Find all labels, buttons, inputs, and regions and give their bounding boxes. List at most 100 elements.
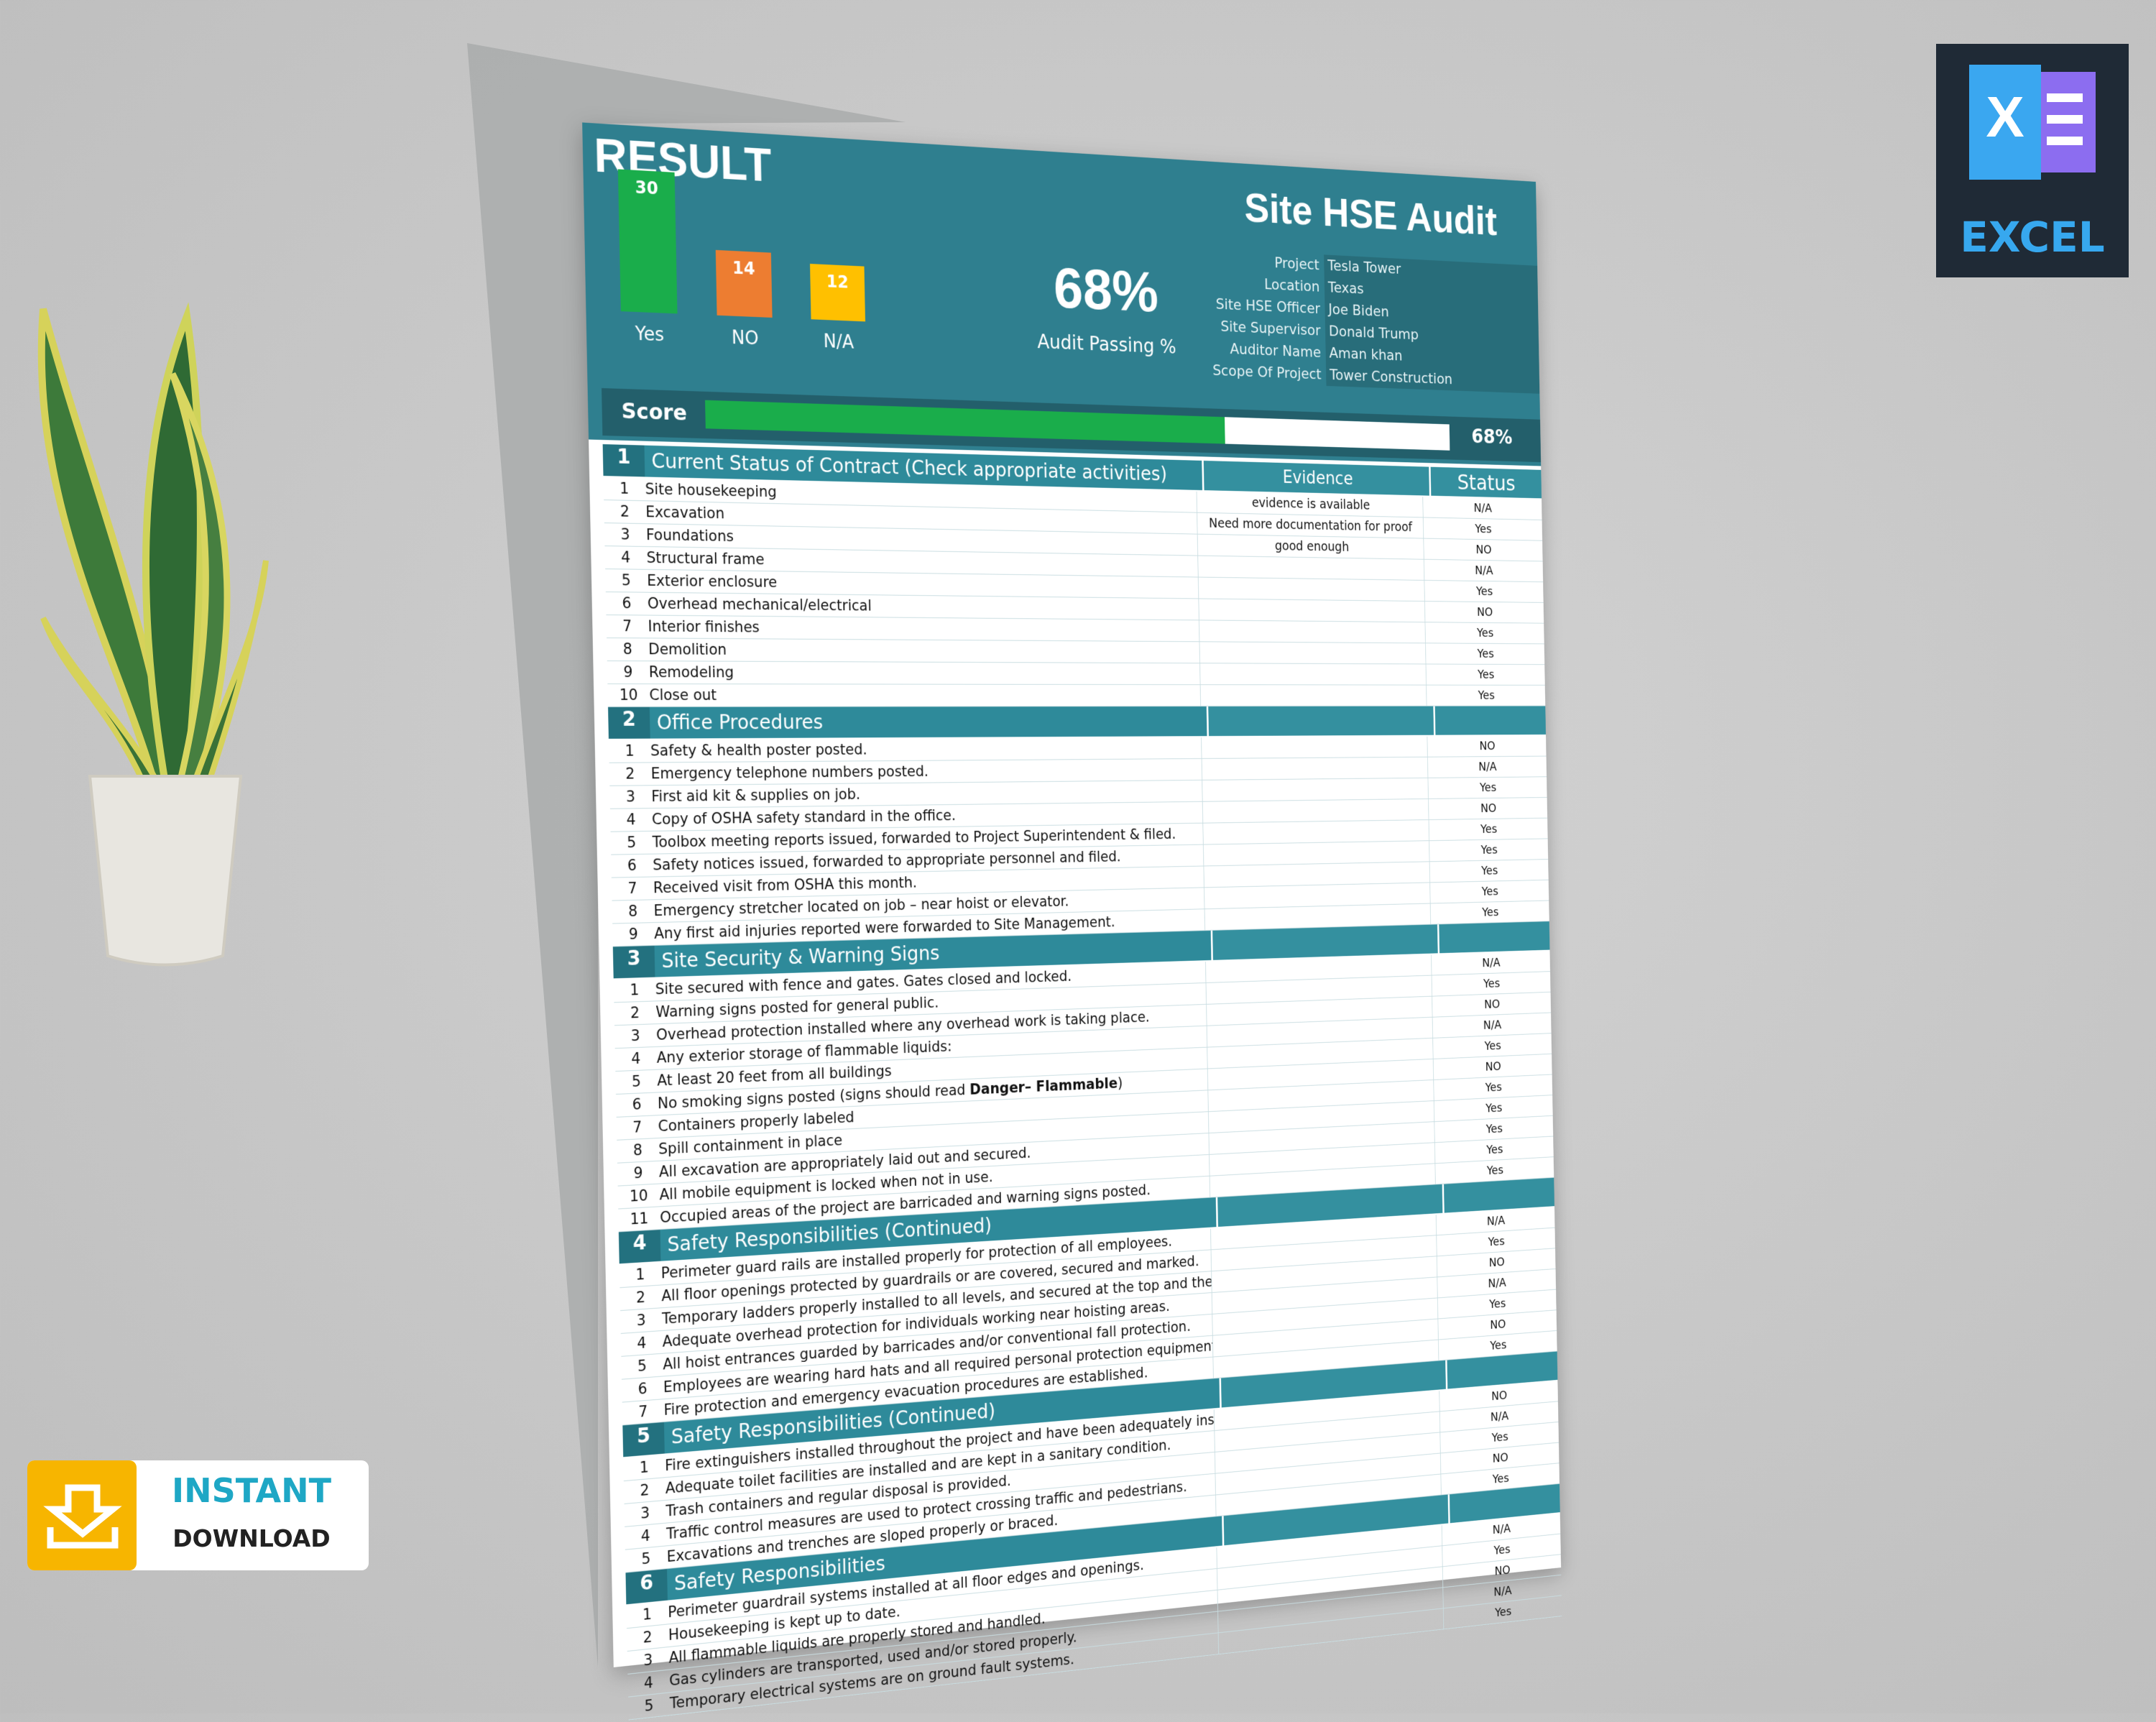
item-number: 4 (643, 1674, 654, 1693)
section-number: 1 (602, 444, 645, 477)
item-number: 8 (622, 640, 633, 658)
item-number: 7 (632, 1118, 642, 1136)
info-value: Tesla Tower (1327, 257, 1401, 278)
info-label: Project (1274, 254, 1320, 274)
item-number: 3 (620, 525, 630, 543)
item-number: 9 (628, 925, 639, 943)
item-number: 1 (630, 981, 640, 999)
status: N/A (1475, 563, 1493, 578)
info-value: Texas (1327, 279, 1364, 298)
item-number: 3 (643, 1651, 653, 1670)
status: Yes (1477, 668, 1495, 682)
section-number: 2 (608, 706, 650, 739)
evidence (1199, 642, 1427, 664)
item-text-part: Excavation (645, 503, 725, 522)
evidence (1201, 736, 1428, 758)
score-track (705, 400, 1450, 451)
section-title: Office Procedures (649, 706, 1210, 739)
item-text-part: Foundations (645, 526, 734, 545)
sheet-shadow (467, 43, 906, 1667)
score-label: Score (621, 398, 688, 426)
item-number: 3 (636, 1311, 646, 1330)
item-number: 5 (627, 834, 637, 852)
column-header: Evidence (1203, 460, 1432, 496)
item-number: 10 (619, 686, 638, 704)
item-number: 8 (628, 902, 638, 920)
section-fill (1444, 1177, 1554, 1213)
evidence (1202, 757, 1429, 780)
excel-label: EXCEL (1960, 213, 2104, 262)
info-label: Scope Of Project (1212, 362, 1322, 384)
status: Yes (1475, 584, 1493, 599)
item-text-part: Structural frame (646, 548, 765, 568)
summary-bar: 12 (810, 263, 866, 322)
section-fill (1208, 706, 1436, 737)
item-number: 4 (640, 1527, 651, 1545)
info-value: Joe Biden (1328, 301, 1389, 321)
item-text-part: Emergency telephone numbers posted. (650, 763, 929, 783)
info-value: Aman khan (1329, 345, 1403, 365)
evidence: Need more documentation for proof (1197, 512, 1424, 538)
evidence (1199, 599, 1426, 622)
section-fill (1212, 924, 1440, 960)
item-number: 10 (629, 1187, 648, 1205)
item-text-part: Safety & health poster posted. (650, 741, 867, 760)
sheet-title: Site HSE Audit (1243, 184, 1498, 244)
status: Yes (1477, 647, 1494, 661)
result-panel: RESULT Site HSE Audit 30 Yes 14 NO 12 N/A 68%… (582, 122, 1542, 466)
item-number: 5 (644, 1696, 654, 1716)
score-caption: Audit Passing % (1037, 330, 1176, 359)
item-row: 9 Remodeling Yes (607, 660, 1545, 686)
audit-table: 1 Current Status of Contract (Check appro… (602, 444, 1562, 1721)
evidence (1202, 798, 1429, 823)
item-number: 5 (621, 571, 632, 589)
item-text: Close out (649, 684, 1202, 706)
status: NO (1475, 543, 1492, 557)
item-text: Demolition (648, 638, 1200, 663)
item-text-part: Exterior enclosure (647, 571, 778, 591)
status: NO (1479, 739, 1496, 753)
leaf (169, 372, 231, 787)
evidence (1200, 685, 1427, 706)
item-number: 3 (640, 1504, 650, 1522)
evidence: good enough (1197, 534, 1424, 559)
item-number: 5 (631, 1072, 642, 1091)
info-label: Auditor Name (1230, 341, 1322, 362)
item-number: 2 (625, 765, 635, 783)
item-text-part: First aid kit & supplies on job. (651, 786, 861, 806)
evidence (1198, 556, 1425, 580)
pot (88, 775, 243, 967)
item-number: 3 (625, 788, 636, 806)
item-number: 1 (635, 1266, 645, 1284)
item-text-part: Interior finishes (648, 617, 760, 636)
excel-line (2047, 137, 2083, 145)
item-number: 11 (630, 1210, 649, 1228)
item-number: 8 (632, 1141, 643, 1159)
status: Yes (1482, 905, 1499, 920)
item-text-part: Demolition (648, 640, 727, 658)
status: Yes (1481, 884, 1498, 899)
item-text-part: Close out (649, 686, 717, 704)
item-text: Interior finishes (648, 615, 1200, 642)
status: Yes (1480, 863, 1498, 878)
item-text-part: ) (1117, 1074, 1123, 1092)
leaf (190, 560, 269, 786)
evidence (1198, 577, 1425, 602)
status: Yes (1476, 626, 1494, 640)
item-text-part: Remodeling (648, 663, 734, 681)
bar-label: N/A (823, 331, 854, 354)
section-fill (1439, 921, 1550, 954)
item-row: 10 Close out Yes (607, 683, 1546, 707)
status: Yes (1480, 843, 1498, 857)
excel-letter: X (1986, 85, 2024, 149)
project-info: Project Tesla Tower Location Texas Site HSE … (1212, 254, 1540, 394)
excel-line (2047, 115, 2083, 124)
item-number: 2 (642, 1628, 653, 1647)
excel-icon: X EXCEL (1936, 44, 2129, 277)
evidence (1199, 620, 1426, 643)
status: Yes (1475, 522, 1492, 536)
item-number: 1 (625, 742, 635, 760)
item-text-part: Copy of OSHA safety standard in the offi… (651, 806, 957, 828)
item-number: 5 (637, 1357, 648, 1376)
summary-bars: 30 Yes 14 NO 12 N/A (605, 169, 878, 377)
